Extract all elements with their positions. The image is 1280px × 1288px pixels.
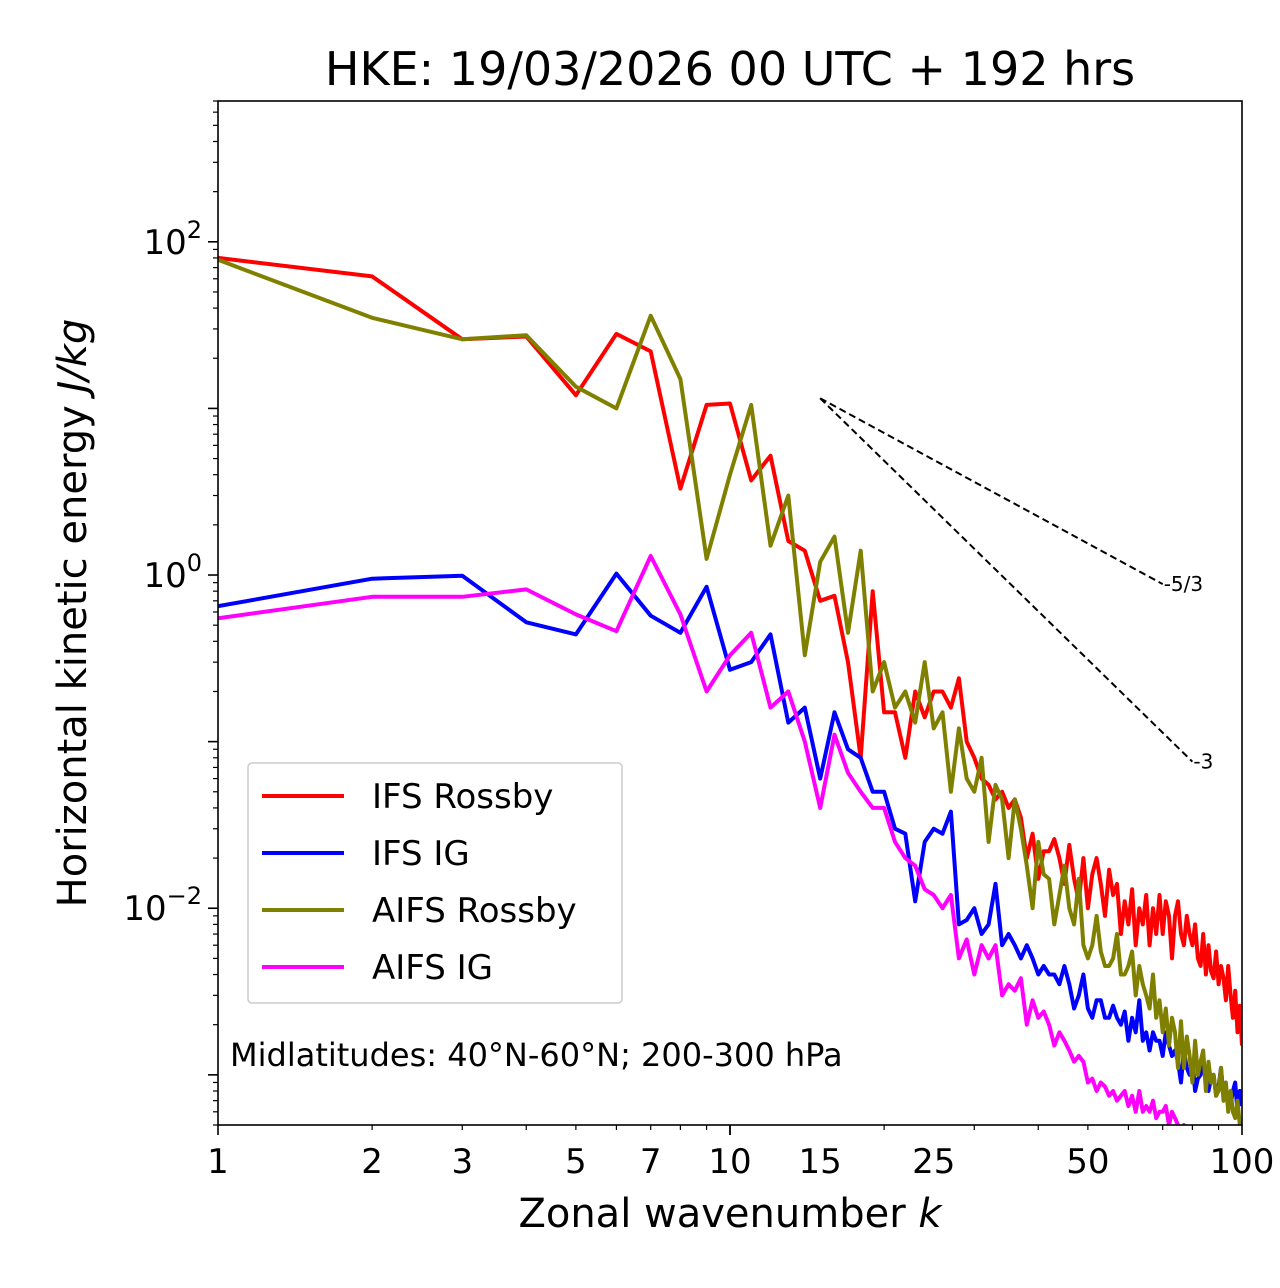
y-tick-label: 102	[143, 216, 202, 263]
series-line-ifs-ig	[218, 571, 1242, 1114]
reference-slope-line	[819, 397, 1164, 585]
x-tick-label: 50	[1066, 1142, 1109, 1182]
y-axis-label: Horizontal kinetic energy J/kg	[50, 319, 96, 908]
x-tick-label: 7	[640, 1142, 662, 1182]
series-layer	[218, 255, 1242, 1125]
reference-slopes: -5/3 -3	[819, 397, 1213, 774]
chart-title: HKE: 19/03/2026 00 UTC + 192 hrs	[325, 42, 1135, 96]
x-tick-label: 3	[451, 1142, 473, 1182]
legend-label: IFS Rossby	[372, 777, 553, 817]
legend: IFS Rossby IFS IG AIFS Rossby AIFS IG	[247, 762, 623, 1004]
legend-label: AIFS Rossby	[372, 891, 577, 931]
series-line-ifs-rossby	[218, 255, 1242, 1046]
region-annotation: Midlatitudes: 40°N-60°N; 200-300 hPa	[230, 1036, 843, 1074]
x-tick-label: 2	[361, 1142, 383, 1182]
legend-label: AIFS IG	[372, 948, 493, 988]
legend-box	[247, 762, 623, 1004]
reference-slope-label: -3	[1193, 750, 1213, 774]
x-tick-label: 15	[799, 1142, 842, 1182]
legend-label: IFS IG	[372, 834, 470, 874]
y-tick-label: 10−2	[123, 882, 202, 929]
y-tick-label: 100	[143, 549, 202, 596]
x-tick-label: 10	[708, 1142, 751, 1182]
x-axis-label: Zonal wavenumber k	[518, 1191, 943, 1237]
x-tick-label: 100	[1210, 1142, 1275, 1182]
y-axis-ticks: 102 100 10−2	[123, 100, 218, 1126]
x-tick-label: 5	[565, 1142, 587, 1182]
reference-slope-line	[819, 397, 1194, 763]
series-line-aifs-rossby	[218, 257, 1242, 1125]
x-tick-label: 25	[912, 1142, 955, 1182]
reference-slope-label: -5/3	[1164, 572, 1203, 596]
series-line-aifs-ig	[218, 554, 1186, 1125]
x-axis-ticks: 1 2 3 5 7 10 15 25 50 100	[207, 1125, 1274, 1182]
x-tick-label: 1	[207, 1142, 229, 1182]
